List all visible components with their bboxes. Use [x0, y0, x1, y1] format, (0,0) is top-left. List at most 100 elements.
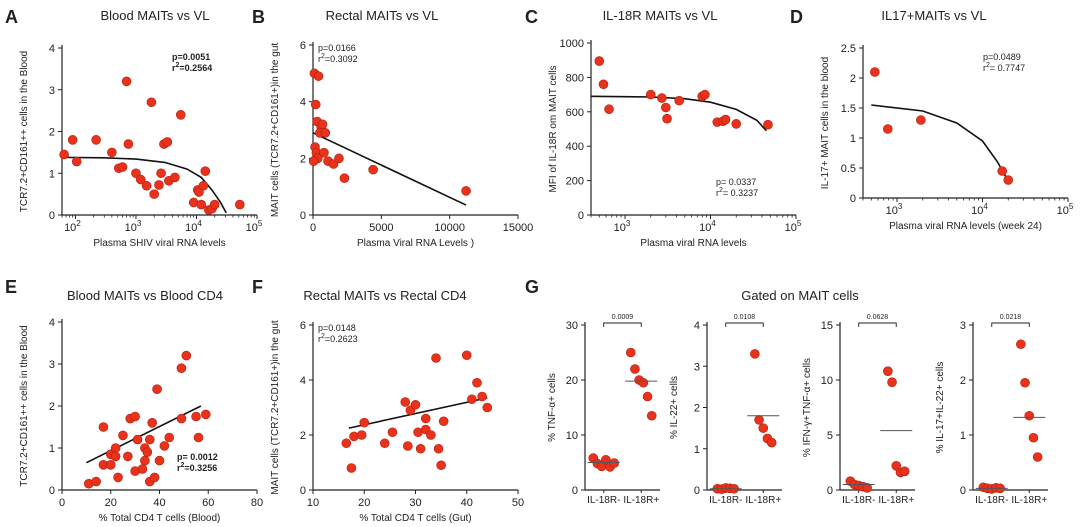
data-point	[137, 464, 148, 474]
p-value: p=0.0166	[318, 43, 356, 53]
r-squared-value: =0.2623	[325, 334, 358, 344]
x-tick-label: 30	[409, 497, 421, 509]
r-squared-exponent: 2	[176, 62, 180, 69]
data-point	[461, 350, 472, 361]
y-axis-label: % IL-22+ cells	[669, 376, 680, 439]
data-point	[420, 413, 431, 424]
data-point	[720, 114, 731, 125]
x-tick-base: 10	[886, 205, 898, 217]
y-tick-label: 1.5	[841, 103, 856, 115]
y-tick-label: 2	[300, 153, 306, 165]
panel-letter: A	[5, 7, 18, 27]
x-tick-exponent: 4	[711, 219, 716, 228]
r-squared: r2=0.2623	[318, 333, 358, 344]
data-point	[646, 410, 657, 421]
x-tick-label: 105	[1057, 202, 1074, 217]
data-point	[1028, 432, 1039, 443]
p-value: p= 0.0012	[177, 452, 218, 462]
y-axis-label: MAIT cells (TCR7.2+CD161+)in the gut	[270, 320, 281, 495]
x-tick-base: 10	[614, 222, 626, 234]
data-point	[1024, 410, 1035, 421]
x-tick-label: 103	[886, 202, 903, 217]
x-axis-label: Plasma Viral RNA Levels )	[357, 238, 474, 249]
r-squared: r2=0.3092	[318, 53, 358, 64]
data-point	[159, 441, 170, 451]
y-axis-label: % IL-17+IL-22+ cells	[935, 362, 946, 454]
data-point	[110, 443, 121, 453]
data-point	[346, 463, 357, 473]
x-tick-label: 103	[614, 219, 631, 234]
data-point	[887, 377, 897, 388]
data-point	[609, 458, 620, 468]
panel-letter: B	[252, 7, 265, 27]
y-tick-label: 0	[300, 210, 306, 222]
data-point	[400, 397, 411, 407]
data-point	[625, 347, 636, 358]
x-tick-base: 10	[125, 222, 137, 234]
data-point	[91, 135, 101, 145]
x-tick-exponent: 5	[1069, 202, 1074, 211]
data-point	[379, 438, 390, 449]
x-tick-label: 10	[307, 497, 319, 509]
x-tick-base: 10	[785, 222, 797, 234]
category-label: IL-18R+	[745, 495, 781, 506]
r-squared-symbol: r	[716, 188, 719, 198]
y-tick-label: 20	[566, 375, 578, 387]
p-value: p=0.0148	[318, 323, 356, 333]
data-point	[146, 97, 157, 108]
x-tick-label: 10000	[434, 222, 465, 234]
y-tick-label: 200	[566, 176, 584, 188]
y-tick-label: 2	[49, 127, 55, 139]
data-point	[308, 156, 319, 166]
data-point	[403, 441, 413, 451]
data-point	[700, 89, 710, 100]
data-point	[882, 124, 893, 134]
r-squared: r2= 0.7747	[983, 62, 1025, 73]
data-point	[198, 180, 209, 191]
category-label: IL-18R+	[623, 495, 659, 506]
data-point	[657, 93, 667, 103]
p-value: 0.0218	[1000, 314, 1022, 321]
data-point	[123, 451, 133, 462]
data-point	[181, 350, 192, 361]
r-squared-value: =0.3256	[184, 463, 217, 473]
r-squared-value: =0.2564	[179, 63, 212, 73]
data-point	[110, 451, 121, 462]
y-tick-label: 15	[821, 320, 833, 332]
data-point	[235, 199, 245, 210]
y-axis-label: % TNF-α+ cells	[547, 373, 558, 442]
y-tick-label: 0	[960, 485, 966, 497]
category-label: IL-18R-	[975, 495, 1008, 506]
data-point	[661, 102, 671, 113]
x-tick-label: 0	[59, 497, 65, 509]
data-point	[320, 128, 331, 138]
x-tick-base: 10	[185, 222, 197, 234]
x-axis-label: % Total CD4 T cells (Gut)	[359, 513, 471, 524]
y-tick-label: 4	[300, 97, 306, 109]
chart-title: IL17+MAITs vs VL	[881, 8, 986, 23]
y-axis-label: % IFN-γ+TNF-α+ cells	[802, 358, 813, 457]
data-point	[426, 430, 436, 440]
r-squared-symbol: r	[177, 463, 181, 473]
data-point	[310, 99, 321, 110]
data-point	[91, 476, 101, 487]
y-axis-label: TCR7.2+CD161++ cells in the Blood	[19, 51, 30, 212]
y-tick-label: 4	[49, 43, 55, 55]
significance-bracket	[991, 322, 1030, 327]
panel-letter: G	[525, 277, 539, 297]
x-tick-label: 104	[185, 219, 202, 234]
y-tick-label: 30	[566, 320, 578, 332]
data-point	[356, 430, 367, 440]
data-point	[71, 156, 82, 167]
data-point	[883, 366, 893, 377]
x-tick-base: 10	[971, 205, 983, 217]
panel-letter: E	[5, 277, 17, 297]
y-tick-label: 1000	[560, 38, 584, 50]
data-point	[477, 391, 487, 402]
x-tick-label: 103	[125, 219, 142, 234]
p-value: p=0.0489	[983, 52, 1021, 62]
data-point	[140, 455, 150, 466]
data-point	[193, 432, 204, 443]
fit-line	[871, 104, 1009, 182]
data-point	[130, 411, 140, 422]
